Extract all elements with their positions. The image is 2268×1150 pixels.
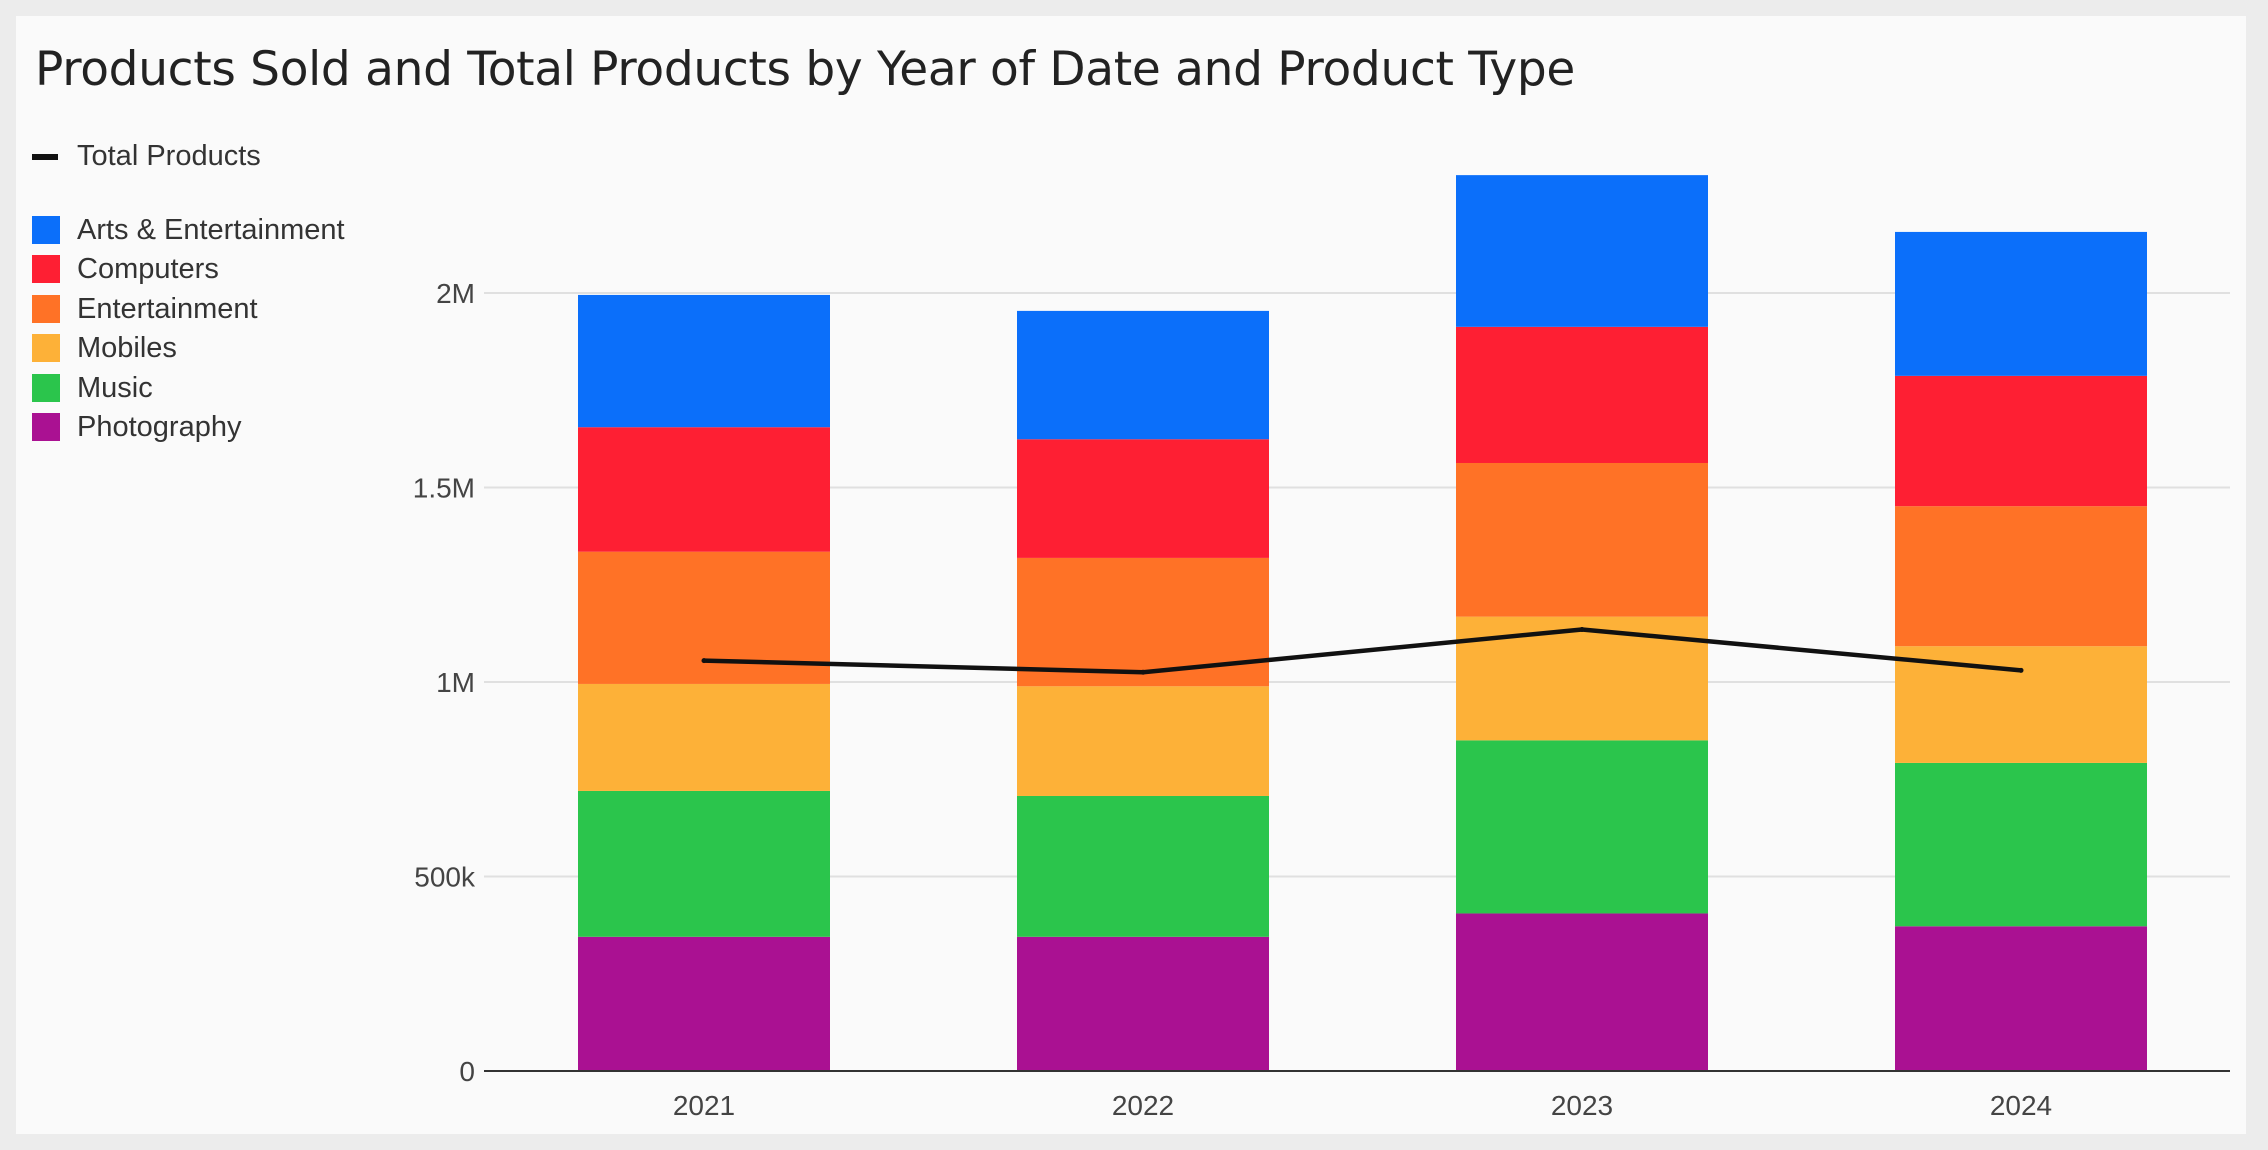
x-tick-label: 2022 — [1112, 1090, 1174, 1121]
bar-segment-photography[interactable] — [578, 936, 830, 1071]
legend-label: Computers — [77, 253, 219, 286]
legend-label: Music — [77, 371, 153, 404]
y-tick-label: 0 — [459, 1056, 475, 1087]
bar-stack-2024[interactable] — [1895, 231, 2147, 1071]
chart-title: Products Sold and Total Products by Year… — [35, 42, 1576, 97]
bar-segment-mobiles[interactable] — [1456, 616, 1708, 741]
legend-label: Photography — [77, 411, 242, 443]
y-tick-label: 500k — [414, 862, 476, 893]
total-products-point[interactable] — [701, 658, 707, 664]
legend-item-photography[interactable]: Photography — [32, 409, 432, 445]
bar-segment-arts-and-entertainment[interactable] — [1895, 231, 2147, 376]
y-tick-label: 1M — [436, 667, 475, 698]
legend-item-total-products[interactable]: Total Products — [32, 138, 432, 174]
x-tick-label: 2021 — [673, 1090, 735, 1121]
legend-item-mobiles[interactable]: Mobiles — [32, 330, 432, 366]
plot-area: 0 500k 1M 1.5M 2M 2021 2022 2023 2024 — [413, 175, 2230, 1121]
bar-stack-2022[interactable] — [1017, 310, 1269, 1071]
legend-label: Total Products — [77, 140, 261, 172]
bar-segment-music[interactable] — [1017, 795, 1269, 937]
total-products-point[interactable] — [2018, 667, 2024, 673]
y-tick-label: 1.5M — [413, 473, 475, 504]
bar-segment-photography[interactable] — [1456, 913, 1708, 1071]
line-layer — [701, 626, 2024, 675]
bar-segment-entertainment[interactable] — [1456, 462, 1708, 617]
bar-segment-computers[interactable] — [1017, 439, 1269, 558]
bar-segment-arts-and-entertainment[interactable] — [1017, 310, 1269, 440]
x-tick-label: 2024 — [1990, 1090, 2052, 1121]
legend-line-swatch — [32, 154, 58, 160]
bar-segment-computers[interactable] — [578, 427, 830, 552]
bar-segment-entertainment[interactable] — [1017, 557, 1269, 687]
axis-layer: 0 500k 1M 1.5M 2M 2021 2022 2023 2024 — [413, 278, 2230, 1121]
legend-label: Entertainment — [77, 292, 258, 325]
legend-item-music[interactable]: Music — [32, 370, 432, 406]
x-tick-label: 2023 — [1551, 1090, 1613, 1121]
legend-swatch — [32, 216, 60, 244]
bar-segment-photography[interactable] — [1017, 936, 1269, 1071]
legend-label: Arts & Entertainment — [77, 214, 345, 246]
y-tick-label: 2M — [436, 278, 475, 309]
bars-layer — [578, 175, 2147, 1071]
legend-item-entertainment[interactable]: Entertainment — [32, 291, 432, 327]
bar-segment-entertainment[interactable] — [1895, 506, 2147, 647]
legend-item-computers[interactable]: Computers — [32, 251, 432, 287]
total-products-line[interactable] — [701, 627, 2024, 675]
bar-stack-2023[interactable] — [1456, 175, 1708, 1071]
chart-card: Products Sold and Total Products by Year… — [16, 16, 2246, 1134]
bar-segment-music[interactable] — [1895, 762, 2147, 927]
total-products-point[interactable] — [1579, 626, 1585, 632]
legend-swatch — [32, 373, 60, 402]
bar-segment-mobiles[interactable] — [1895, 646, 2147, 763]
bar-segment-arts-and-entertainment[interactable] — [1456, 175, 1708, 327]
legend-item-arts-and-entertainment[interactable]: Arts & Entertainment — [32, 212, 432, 248]
bar-segment-mobiles[interactable] — [578, 683, 830, 791]
bar-segment-arts-and-entertainment[interactable] — [578, 294, 830, 428]
legend-swatch — [32, 334, 60, 363]
legend-swatch — [32, 255, 60, 284]
legend-label: Mobiles — [77, 332, 177, 365]
bar-segment-computers[interactable] — [1456, 326, 1708, 463]
bar-stack-2021[interactable] — [578, 294, 830, 1071]
legend-swatch — [32, 413, 60, 441]
total-products-point[interactable] — [1140, 669, 1146, 675]
bar-segment-photography[interactable] — [1895, 926, 2147, 1071]
bar-segment-music[interactable] — [1456, 740, 1708, 914]
bar-segment-mobiles[interactable] — [1017, 686, 1269, 796]
legend-swatch — [32, 294, 60, 323]
bar-segment-computers[interactable] — [1895, 375, 2147, 507]
bar-segment-music[interactable] — [578, 790, 830, 937]
